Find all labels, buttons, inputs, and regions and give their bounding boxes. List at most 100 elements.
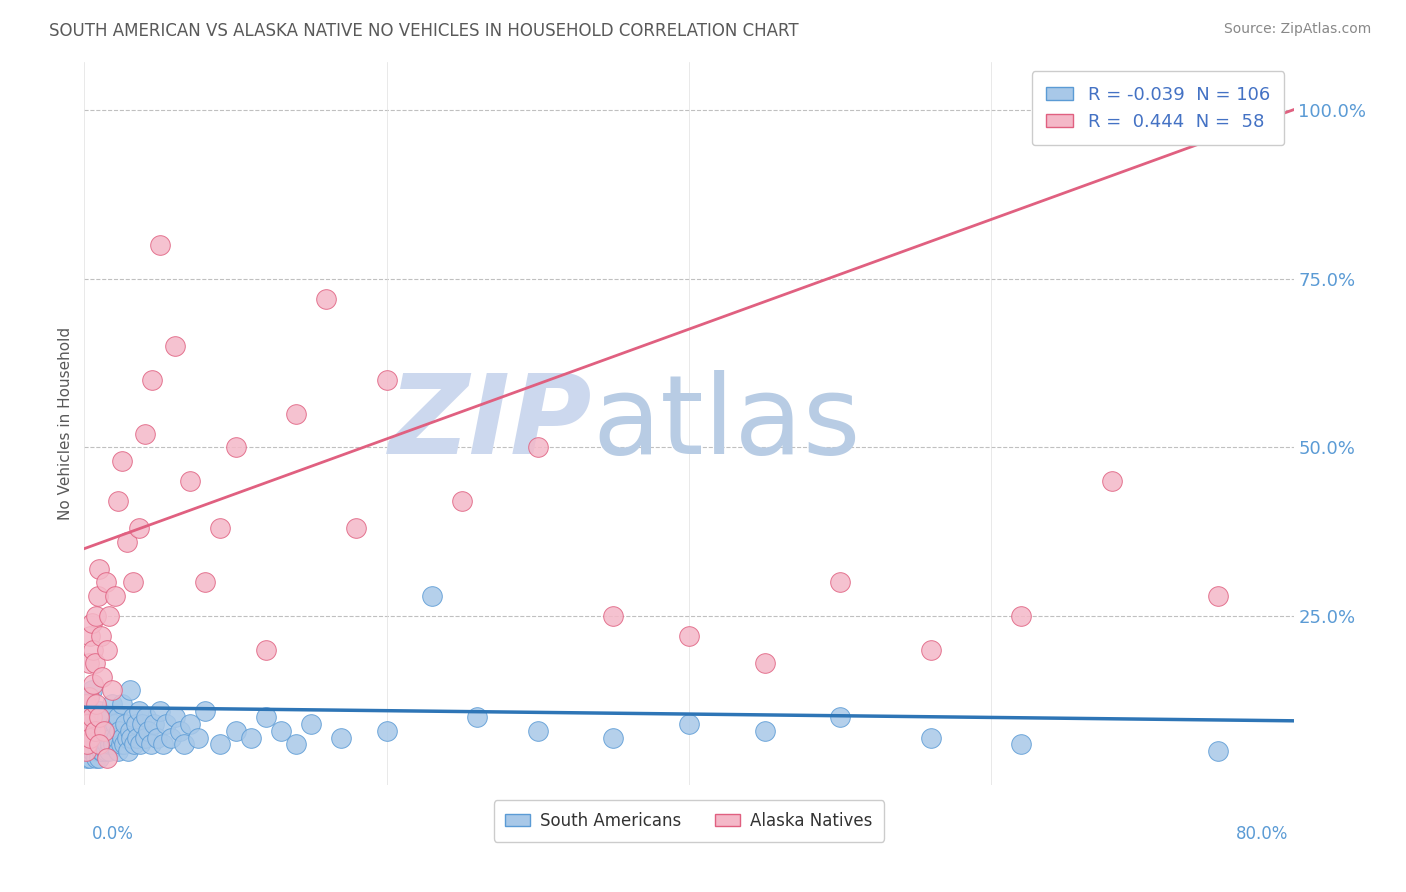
Point bbox=[285, 738, 308, 752]
Point bbox=[75, 710, 97, 724]
Point bbox=[239, 731, 262, 745]
Point bbox=[86, 738, 108, 752]
Point bbox=[254, 710, 277, 724]
Point bbox=[76, 723, 98, 738]
Point bbox=[94, 575, 117, 590]
Point bbox=[89, 710, 111, 724]
Point bbox=[77, 731, 100, 745]
Point bbox=[152, 738, 174, 752]
Point bbox=[121, 710, 143, 724]
Point bbox=[254, 643, 277, 657]
Point bbox=[139, 738, 162, 752]
Point bbox=[169, 723, 191, 738]
Point bbox=[105, 731, 128, 745]
Point bbox=[84, 731, 107, 745]
Text: ZIP: ZIP bbox=[388, 370, 592, 477]
Point bbox=[93, 738, 115, 752]
Point bbox=[111, 454, 134, 468]
Point bbox=[1206, 589, 1229, 603]
Point bbox=[115, 731, 138, 745]
Point bbox=[80, 710, 103, 724]
Point bbox=[80, 731, 103, 745]
Point bbox=[142, 717, 165, 731]
Point bbox=[315, 292, 337, 306]
Point bbox=[77, 657, 100, 671]
Point bbox=[225, 440, 247, 454]
Point bbox=[89, 738, 111, 752]
Point bbox=[420, 589, 443, 603]
Point bbox=[90, 723, 112, 738]
Point bbox=[94, 723, 117, 738]
Text: SOUTH AMERICAN VS ALASKA NATIVE NO VEHICLES IN HOUSEHOLD CORRELATION CHART: SOUTH AMERICAN VS ALASKA NATIVE NO VEHIC… bbox=[49, 22, 799, 40]
Point bbox=[117, 744, 139, 758]
Point bbox=[187, 731, 209, 745]
Point bbox=[79, 751, 101, 765]
Point bbox=[79, 731, 101, 745]
Point bbox=[830, 575, 852, 590]
Point bbox=[678, 717, 700, 731]
Point bbox=[159, 731, 181, 745]
Y-axis label: No Vehicles in Household: No Vehicles in Household bbox=[58, 327, 73, 520]
Point bbox=[89, 731, 111, 745]
Point bbox=[165, 710, 187, 724]
Point bbox=[155, 717, 177, 731]
Point bbox=[467, 710, 489, 724]
Point bbox=[77, 744, 100, 758]
Point bbox=[104, 717, 127, 731]
Point bbox=[134, 731, 156, 745]
Point bbox=[75, 723, 97, 738]
Point bbox=[165, 339, 187, 353]
Point bbox=[107, 494, 129, 508]
Point bbox=[84, 657, 107, 671]
Point bbox=[131, 717, 153, 731]
Point bbox=[527, 723, 550, 738]
Point bbox=[82, 731, 104, 745]
Point bbox=[451, 494, 474, 508]
Point bbox=[179, 474, 201, 488]
Point bbox=[1011, 609, 1033, 624]
Point bbox=[127, 731, 149, 745]
Point bbox=[97, 744, 120, 758]
Text: 80.0%: 80.0% bbox=[1236, 825, 1288, 843]
Point bbox=[96, 751, 118, 765]
Point bbox=[527, 440, 550, 454]
Point bbox=[602, 731, 624, 745]
Point bbox=[87, 723, 110, 738]
Point bbox=[93, 723, 115, 738]
Point bbox=[179, 717, 201, 731]
Point bbox=[111, 731, 134, 745]
Point bbox=[82, 676, 104, 690]
Point bbox=[270, 723, 292, 738]
Point bbox=[84, 710, 107, 724]
Point bbox=[128, 704, 150, 718]
Point bbox=[194, 704, 217, 718]
Point bbox=[79, 723, 101, 738]
Point bbox=[80, 710, 103, 724]
Point bbox=[91, 717, 114, 731]
Point bbox=[93, 710, 115, 724]
Text: Source: ZipAtlas.com: Source: ZipAtlas.com bbox=[1223, 22, 1371, 37]
Point bbox=[754, 657, 776, 671]
Point bbox=[101, 738, 124, 752]
Point bbox=[122, 738, 145, 752]
Point bbox=[134, 426, 156, 441]
Point bbox=[76, 751, 98, 765]
Point bbox=[91, 670, 114, 684]
Point bbox=[77, 690, 100, 705]
Point bbox=[97, 609, 120, 624]
Point bbox=[87, 589, 110, 603]
Point bbox=[84, 744, 107, 758]
Point bbox=[346, 521, 368, 535]
Point bbox=[75, 744, 97, 758]
Point bbox=[754, 723, 776, 738]
Point bbox=[375, 373, 398, 387]
Point bbox=[111, 697, 134, 711]
Point bbox=[87, 744, 110, 758]
Point bbox=[173, 738, 195, 752]
Point bbox=[830, 710, 852, 724]
Point bbox=[75, 744, 97, 758]
Point bbox=[82, 643, 104, 657]
Point bbox=[107, 744, 129, 758]
Point bbox=[77, 717, 100, 731]
Point bbox=[86, 717, 108, 731]
